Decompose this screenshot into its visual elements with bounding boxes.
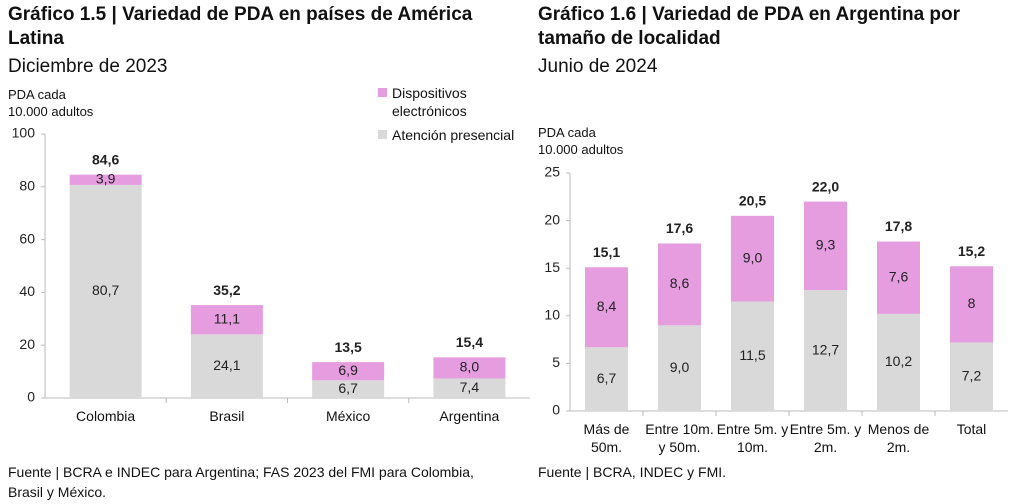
y-tick-label: 80 — [19, 178, 35, 194]
bar-segment — [731, 301, 774, 411]
y-axis-label: PDA cada 10.000 adultos — [8, 87, 94, 119]
x-tick-label: Menos de 2m. — [867, 421, 930, 455]
source-note: Fuente | BCRA e INDEC para Argentina; FA… — [8, 464, 474, 500]
value-label: 11,1 — [214, 310, 240, 326]
value-label: 7,2 — [962, 367, 982, 383]
total-label: 17,6 — [666, 220, 693, 236]
y-tick-label: 10 — [544, 307, 560, 323]
bar-segment — [190, 305, 263, 335]
bar-segment — [877, 241, 920, 314]
legend-swatch — [378, 88, 387, 97]
source-note: Fuente | BCRA, INDEC y FMI. — [538, 464, 727, 480]
value-label: 8,6 — [670, 275, 690, 291]
value-label: 9,3 — [816, 237, 836, 253]
x-tick-label: Entre 5m. y 2m. — [789, 421, 862, 455]
bar-segment — [190, 334, 263, 398]
value-label: 8 — [968, 295, 976, 311]
y-tick-label: 5 — [552, 354, 560, 370]
value-label: 6,7 — [338, 380, 358, 396]
value-label: 6,9 — [338, 362, 358, 378]
value-label: 3,9 — [96, 171, 116, 187]
value-label: 24,1 — [213, 357, 240, 373]
x-tick-label: Argentina — [439, 408, 500, 424]
total-label: 17,8 — [885, 218, 912, 234]
bar-segment — [804, 201, 847, 291]
total-label: 13,5 — [335, 339, 362, 355]
x-tick-label: Más de 50m. — [583, 421, 630, 455]
bar-segment — [433, 357, 506, 379]
total-label: 15,1 — [593, 244, 620, 260]
x-tick-label: Brasil — [209, 408, 245, 424]
bar-segment — [585, 347, 628, 411]
total-label: 15,2 — [958, 243, 985, 259]
y-tick-label: 40 — [19, 283, 35, 299]
y-tick-label: 0 — [552, 402, 560, 418]
legend-label: Dispositivos electrónicos — [392, 85, 467, 119]
bar-segment — [312, 380, 385, 398]
legend-swatch — [378, 130, 387, 139]
bar-segment — [804, 290, 847, 411]
value-label: 8,0 — [460, 359, 480, 375]
x-tick-label: Entre 10m. y 50m. — [645, 421, 714, 455]
legend-label: Atención presencial — [392, 127, 515, 143]
chart-title: Gráfico 1.5 | Variedad de PDA en países … — [8, 4, 473, 49]
x-tick-label: Colombia — [76, 408, 136, 424]
bar-segment — [312, 362, 385, 381]
chart-subtitle: Junio de 2024 — [538, 56, 658, 77]
value-label: 10,2 — [885, 353, 912, 369]
bar-segment — [731, 215, 774, 302]
total-label: 35,2 — [213, 282, 240, 298]
bar-segment — [658, 243, 701, 326]
chart-title: Gráfico 1.6 | Variedad de PDA en Argenti… — [538, 4, 961, 49]
value-label: 12,7 — [812, 341, 839, 357]
x-tick-label: Total — [956, 421, 987, 437]
value-label: 11,5 — [739, 347, 765, 363]
bar-segment — [69, 174, 142, 185]
bar-segment — [658, 325, 701, 411]
value-label: 6,7 — [597, 370, 617, 386]
y-tick-label: 15 — [544, 259, 560, 275]
y-tick-label: 20 — [19, 336, 35, 352]
value-label: 80,7 — [92, 282, 119, 298]
x-tick-label: Entre 5m. y 10m. — [716, 421, 789, 455]
bar-segment — [950, 266, 993, 343]
y-tick-label: 0 — [27, 389, 35, 405]
total-label: 84,6 — [92, 151, 119, 167]
total-label: 22,0 — [812, 178, 839, 194]
bar-segment — [877, 313, 920, 411]
bar-segment — [69, 184, 142, 398]
y-tick-label: 20 — [544, 211, 560, 227]
value-label: 8,4 — [597, 298, 617, 314]
y-tick-label: 25 — [544, 164, 560, 180]
value-label: 9,0 — [743, 249, 763, 265]
bar-segment — [950, 342, 993, 411]
bar-segment — [433, 378, 506, 398]
y-axis-label: PDA cada 10.000 adultos — [538, 125, 624, 157]
value-label: 9,0 — [670, 359, 690, 375]
value-label: 7,6 — [889, 268, 909, 284]
y-tick-label: 60 — [19, 230, 35, 246]
y-tick-label: 100 — [12, 125, 36, 141]
total-label: 20,5 — [739, 193, 766, 209]
bar-segment — [585, 267, 628, 348]
chart-subtitle: Diciembre de 2023 — [8, 56, 168, 77]
value-label: 7,4 — [460, 379, 480, 395]
x-tick-label: México — [325, 408, 371, 424]
total-label: 15,4 — [456, 334, 483, 350]
